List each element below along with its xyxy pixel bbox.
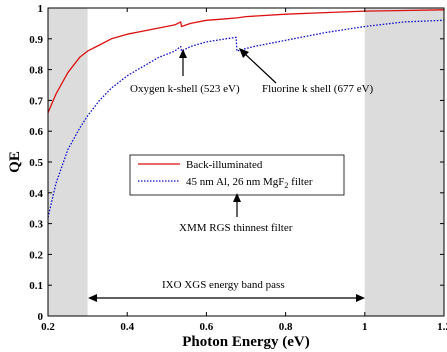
x-tick-label: 1 xyxy=(362,321,368,333)
xmm-label: XMM RGS thinnest filter xyxy=(179,222,293,234)
y-tick-label: 0.6 xyxy=(29,126,43,138)
legend-label-filter-subscript: 2 xyxy=(284,181,288,190)
legend-label-back-illuminated: Back-illuminated xyxy=(186,159,263,171)
y-axis-title: QE xyxy=(7,151,23,173)
ixo-arrowhead-left xyxy=(88,294,97,302)
x-tick-label: 0.4 xyxy=(120,321,134,333)
y-tick-label: 0.5 xyxy=(29,157,43,169)
xmm-arrowhead xyxy=(233,193,241,202)
y-tick-label: 1 xyxy=(38,3,44,15)
ixo-arrowhead-right xyxy=(356,294,365,302)
series-line-back-illuminated xyxy=(47,9,445,113)
legend: Back-illuminated 45 nm Al, 26 nm MgF2 fi… xyxy=(129,154,345,196)
legend-box xyxy=(129,154,345,196)
annotations: Oxygen k-shell (523 eV) Fluorine k shell… xyxy=(88,48,374,302)
y-tick-label: 0.4 xyxy=(29,188,43,200)
y-tick-label: 0.8 xyxy=(29,65,43,77)
x-tick-label: 1.2 xyxy=(437,321,447,333)
y-tick-label: 0 xyxy=(38,311,44,323)
y-tick-label: 0.1 xyxy=(29,280,43,292)
x-axis-title: Photon Energy (eV) xyxy=(182,334,310,350)
fluorine-arrowhead xyxy=(239,48,249,58)
series-line-filter xyxy=(47,19,445,218)
shaded-regions xyxy=(48,8,444,316)
shaded-region-2 xyxy=(364,8,444,316)
legend-label-filter-main: 45 nm Al, 26 nm MgF xyxy=(186,176,284,188)
x-tick-label: 0.6 xyxy=(200,321,214,333)
y-tick-label: 0.3 xyxy=(29,219,43,231)
fluorine-arrow xyxy=(243,52,277,84)
x-tick-label: 0.8 xyxy=(279,321,293,333)
legend-label-filter-end: filter xyxy=(288,176,312,188)
oxygen-arrowhead xyxy=(179,49,187,58)
ixo-label: IXO XGS energy band pass xyxy=(162,279,285,291)
shaded-region-1 xyxy=(48,8,88,316)
legend-label-filter: 45 nm Al, 26 nm MgF2 filter xyxy=(186,176,313,190)
axis-ticks: 0.2 0.4 0.6 0.8 1 1.2 0 0.1 0.2 0.3 0.4 0.5 0.6 0.7 0.… xyxy=(29,3,447,333)
series-lines xyxy=(47,9,445,218)
oxygen-label: Oxygen k-shell (523 eV) xyxy=(130,83,240,95)
y-tick-label: 0.7 xyxy=(29,95,43,107)
x-tick-label: 0.2 xyxy=(41,321,55,333)
y-tick-label: 0.2 xyxy=(29,249,43,261)
y-tick-label: 0.9 xyxy=(29,34,43,46)
fluorine-label: Fluorine k shell (677 eV) xyxy=(262,83,374,95)
